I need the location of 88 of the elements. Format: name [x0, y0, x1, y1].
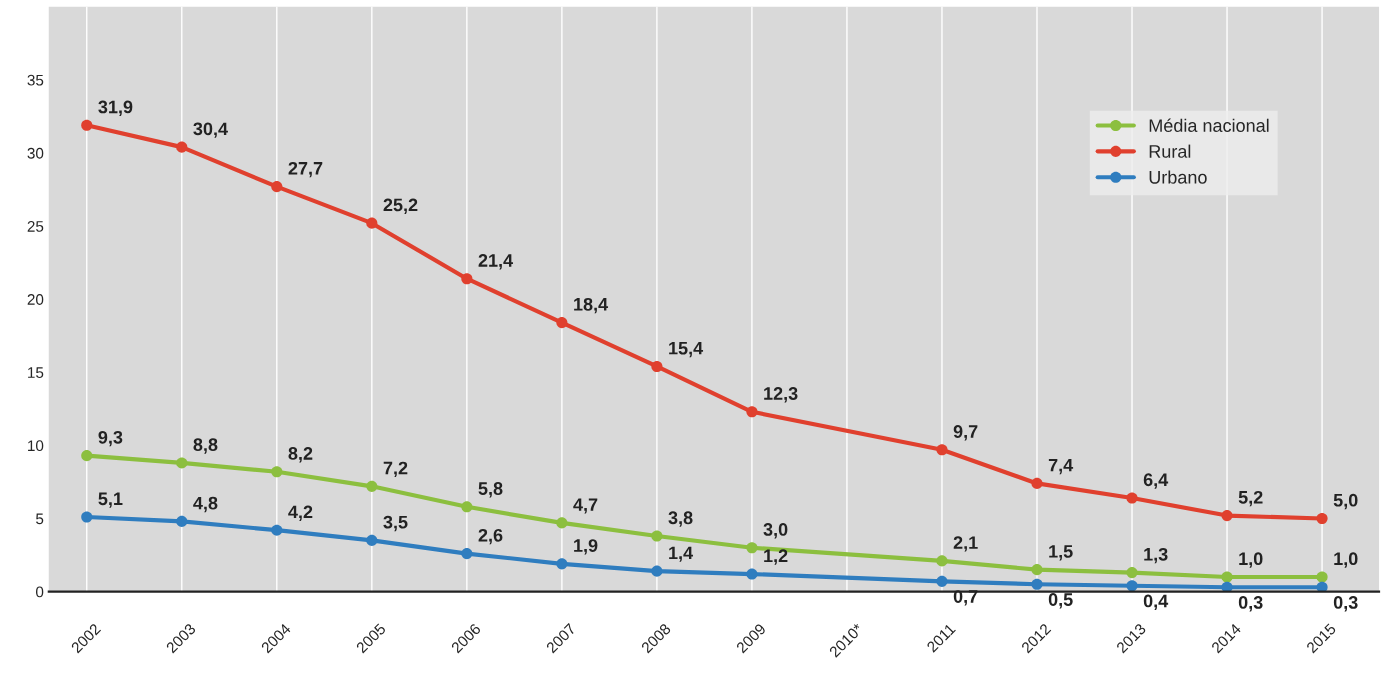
- data-label: 8,2: [288, 447, 313, 463]
- data-label: 7,4: [1048, 458, 1074, 475]
- data-label: 0,5: [1048, 593, 1073, 609]
- point: [1126, 580, 1138, 592]
- data-label: 0,3: [1333, 596, 1358, 612]
- data-label: 18,4: [574, 297, 609, 314]
- y-tick-label: 5: [36, 513, 44, 525]
- point: [461, 273, 473, 285]
- data-label: 1,9: [574, 539, 598, 555]
- point: [746, 542, 758, 554]
- y-tick-label: 25: [27, 220, 44, 232]
- legend-label: Urbano: [1149, 170, 1207, 184]
- y-tick-label: 35: [27, 74, 44, 86]
- point: [366, 480, 378, 492]
- point: [1126, 567, 1138, 579]
- data-label: 9,3: [98, 430, 123, 447]
- point: [556, 317, 568, 329]
- point: [936, 555, 948, 567]
- point: [1221, 571, 1233, 583]
- data-label: 1,2: [764, 549, 788, 565]
- data-label: 5,0: [1333, 493, 1358, 510]
- point: [746, 406, 758, 418]
- point: [556, 517, 568, 529]
- point: [366, 217, 378, 229]
- point: [651, 565, 663, 577]
- data-label: 4,7: [573, 498, 598, 514]
- data-label: 1,3: [1144, 547, 1168, 564]
- point: [1221, 510, 1233, 522]
- data-label: 30,4: [193, 122, 228, 138]
- point: [746, 568, 758, 580]
- data-label: 31,9: [98, 100, 133, 116]
- data-label: 9,7: [953, 425, 978, 441]
- point: [1126, 492, 1138, 504]
- point: [1221, 581, 1233, 592]
- data-label: 5,1: [98, 492, 123, 508]
- y-tick-label: 30: [27, 147, 44, 159]
- data-label: 25,2: [383, 198, 418, 214]
- data-label: 1,5: [1049, 545, 1073, 561]
- legend-label: Rural: [1149, 144, 1191, 158]
- point: [271, 524, 283, 536]
- data-label: 3,0: [763, 523, 788, 539]
- legend-label: Média nacional: [1149, 118, 1269, 132]
- data-label: 1,0: [1239, 552, 1263, 568]
- data-label: 21,4: [478, 254, 514, 270]
- data-label: 2,6: [478, 528, 503, 545]
- data-label: 5,8: [478, 482, 503, 498]
- point: [81, 119, 93, 131]
- point: [461, 501, 473, 513]
- data-label: 3,5: [383, 515, 408, 532]
- point: [1316, 571, 1328, 583]
- point: [176, 457, 188, 469]
- point: [271, 466, 283, 478]
- data-label: 6,4: [1143, 473, 1169, 489]
- point: [936, 444, 948, 456]
- data-label: 0,4: [1143, 594, 1169, 610]
- point: [936, 575, 948, 587]
- y-tick-label: 15: [28, 367, 44, 378]
- data-label: 3,8: [668, 511, 693, 527]
- data-label: 27,7: [288, 161, 323, 178]
- y-tick-label: 20: [27, 294, 44, 305]
- point: [81, 511, 93, 523]
- data-label: 15,4: [669, 341, 704, 358]
- data-label: 4,8: [193, 496, 218, 513]
- data-label: 4,2: [288, 505, 313, 521]
- data-label: 1,4: [669, 546, 694, 562]
- point: [366, 534, 378, 546]
- point: [556, 558, 568, 570]
- point: [461, 548, 473, 560]
- point: [81, 450, 93, 462]
- data-label: 8,8: [193, 438, 218, 454]
- point: [1316, 512, 1328, 525]
- y-tick-label: 10: [28, 440, 44, 452]
- point: [176, 515, 188, 527]
- data-label: 0,3: [1238, 596, 1263, 612]
- point: [651, 530, 663, 542]
- data-label: 1,0: [1334, 552, 1358, 568]
- data-label: 12,3: [764, 387, 798, 403]
- point: [1031, 564, 1043, 576]
- point: [1031, 477, 1043, 489]
- point: [1031, 578, 1043, 590]
- point: [176, 141, 188, 153]
- data-label: 7,2: [383, 461, 408, 478]
- data-label: 2,1: [953, 536, 978, 552]
- data-label: 5,2: [1238, 490, 1263, 507]
- y-tick-label: 0: [35, 586, 44, 598]
- point: [1316, 581, 1328, 592]
- point: [271, 181, 283, 193]
- point: [651, 360, 663, 373]
